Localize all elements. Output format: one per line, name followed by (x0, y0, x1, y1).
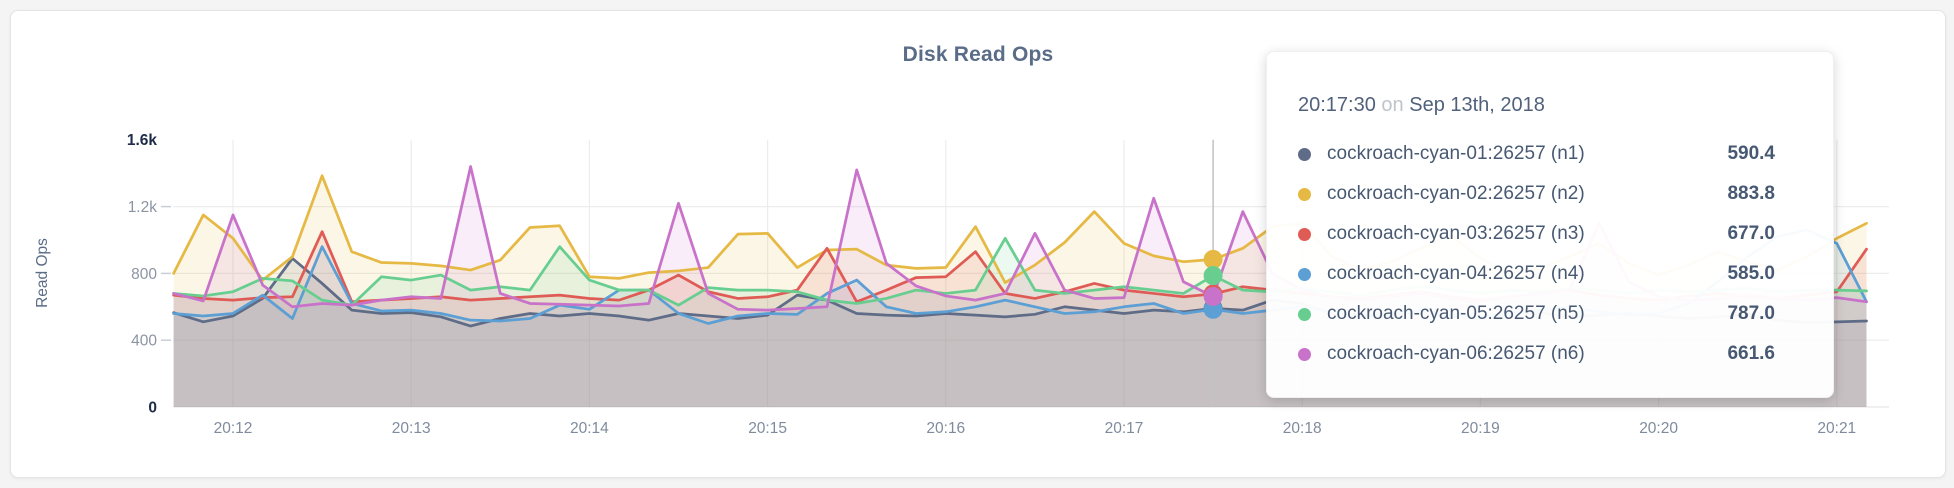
tooltip-rows: cockroach-cyan-01:26257 (n1) 590.4 cockroa… (1298, 134, 1775, 374)
tooltip-series-value: 677.0 (1727, 223, 1775, 244)
tooltip-series-name: cockroach-cyan-03:26257 (n3) (1327, 223, 1585, 244)
tooltip-series-value: 787.0 (1727, 303, 1775, 324)
x-tick-label: 20:13 (392, 420, 431, 437)
y-tick-label: 1.2k (128, 199, 158, 216)
hover-point-n5 (1203, 266, 1223, 286)
y-axis-label: Read Ops (34, 238, 51, 308)
x-tick-label: 20:18 (1283, 420, 1322, 437)
series-color-dot-icon (1298, 347, 1311, 361)
tooltip-header: 20:17:30 on Sep 13th, 2018 (1298, 90, 1775, 120)
tooltip-date: Sep 13th, 2018 (1409, 94, 1545, 116)
series-color-dot-icon (1298, 227, 1311, 241)
x-tick-label: 20:15 (748, 420, 787, 437)
tooltip-series-value: 883.8 (1727, 183, 1775, 204)
y-tick-label: 1.6k (127, 132, 158, 149)
tooltip-series-name: cockroach-cyan-06:26257 (n6) (1327, 343, 1585, 364)
y-tick-label: 0 (148, 399, 157, 416)
series-color-dot-icon (1298, 307, 1311, 321)
tooltip-row: cockroach-cyan-06:26257 (n6) 661.6 (1298, 334, 1775, 374)
tooltip-series-name: cockroach-cyan-02:26257 (n2) (1327, 183, 1585, 204)
series-color-dot-icon (1298, 267, 1311, 281)
tooltip-series-value: 661.6 (1727, 343, 1775, 364)
series-color-dot-icon (1298, 147, 1311, 161)
hover-point-n6 (1203, 287, 1223, 307)
x-tick-label: 20:17 (1105, 420, 1144, 437)
x-tick-label: 20:19 (1461, 420, 1500, 437)
series-color-dot-icon (1298, 187, 1311, 201)
tooltip-time: 20:17:30 (1298, 94, 1376, 116)
tooltip-row: cockroach-cyan-02:26257 (n2) 883.8 (1298, 174, 1775, 214)
tooltip-row: cockroach-cyan-05:26257 (n5) 787.0 (1298, 294, 1775, 334)
x-tick-label: 20:21 (1817, 420, 1856, 437)
chart-tooltip: 20:17:30 on Sep 13th, 2018 cockroach-cya… (1266, 51, 1834, 398)
tooltip-row: cockroach-cyan-03:26257 (n3) 677.0 (1298, 214, 1775, 254)
hover-point-n2 (1203, 249, 1223, 269)
chart-title: Disk Read Ops (902, 43, 1054, 66)
tooltip-row: cockroach-cyan-04:26257 (n4) 585.0 (1298, 254, 1775, 294)
tooltip-series-value: 590.4 (1727, 143, 1775, 164)
tooltip-series-name: cockroach-cyan-05:26257 (n5) (1327, 303, 1585, 324)
tooltip-series-value: 585.0 (1727, 263, 1775, 284)
x-tick-label: 20:16 (926, 420, 965, 437)
tooltip-conjunction: on (1381, 94, 1404, 116)
tooltip-series-name: cockroach-cyan-04:26257 (n4) (1327, 263, 1585, 284)
tooltip-series-name: cockroach-cyan-01:26257 (n1) (1327, 143, 1585, 164)
x-tick-label: 20:14 (570, 420, 609, 437)
disk-read-ops-chart-card: 0 400 800 1.2k 1.6k 20:12 20:13 20:14 20:15 20:16… (10, 10, 1946, 478)
x-tick-label: 20:20 (1639, 420, 1678, 437)
y-tick-label: 400 (131, 333, 157, 350)
x-tick-label: 20:12 (214, 420, 253, 437)
y-tick-label: 800 (131, 266, 157, 283)
tooltip-row: cockroach-cyan-01:26257 (n1) 590.4 (1298, 134, 1775, 174)
